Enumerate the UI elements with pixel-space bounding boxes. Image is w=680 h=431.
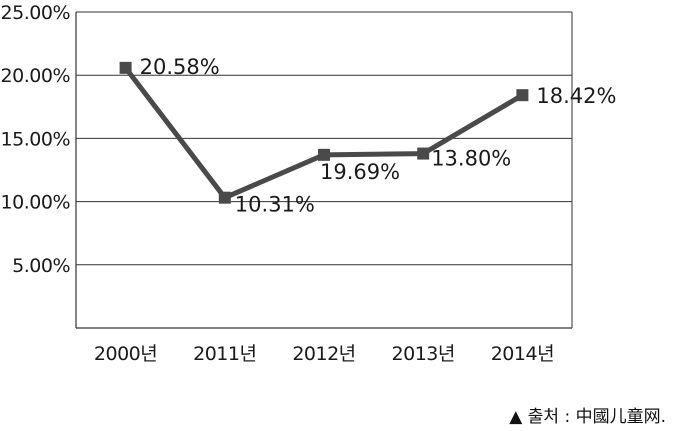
data-labels: 20.58% 10.31%19.69% 13.80% 18.42%	[140, 55, 617, 217]
data-point-marker	[218, 191, 231, 204]
data-point-marker	[318, 148, 330, 161]
y-tick-label: 25.00%	[1, 2, 70, 24]
data-point-marker	[417, 147, 430, 160]
y-tick-label: 20.00%	[1, 65, 70, 87]
data-point-marker	[516, 89, 529, 102]
data-label: 13.80%	[431, 147, 511, 171]
axes	[75, 12, 573, 329]
x-tick-labels: 2000년 2011년 2012년 2013년 2014년	[94, 343, 555, 365]
y-tick-label: 5.00%	[12, 255, 70, 277]
source-note: ▲ 출처 : 中國儿童网.	[509, 407, 666, 427]
data-label: 19.69%	[320, 160, 400, 184]
y-tick-label: 15.00%	[1, 128, 70, 150]
x-tick-label: 2011년	[193, 343, 256, 365]
x-tick-label: 2012년	[292, 343, 355, 365]
data-label: 18.42%	[536, 84, 616, 108]
x-tick-label: 2000년	[94, 343, 157, 365]
data-label: 20.58%	[140, 55, 220, 79]
gridlines	[76, 11, 572, 266]
data-point-marker	[119, 61, 132, 74]
series-markers	[119, 61, 529, 204]
x-tick-label: 2014년	[491, 343, 554, 365]
x-tick-label: 2013년	[392, 343, 455, 365]
y-tick-labels: 25.00% 20.00% 15.00% 10.00% 5.00%	[1, 2, 71, 277]
y-tick-label: 10.00%	[1, 192, 70, 214]
data-label: 10.31%	[235, 193, 315, 217]
